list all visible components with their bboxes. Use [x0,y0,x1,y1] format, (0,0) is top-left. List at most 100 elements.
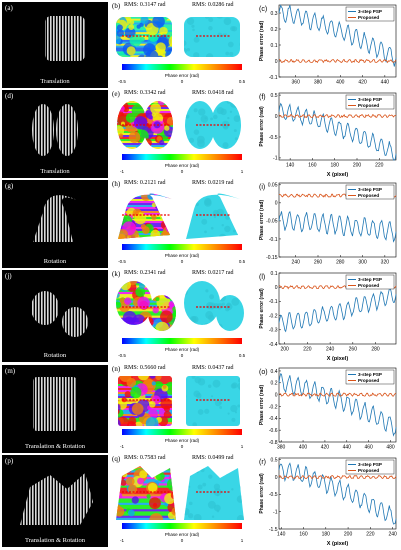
psp-series-line [278,4,397,67]
x-tick-label: 260 [349,347,358,353]
colorbar-tick: -0.5 [118,353,126,358]
psp-series-line [278,462,397,525]
error-line-chart: (i) 0.05 0 -0.05 -0.1 -0.15 240 260 280 300 320 Pha… [259,183,397,266]
legend-proposed-label: Proposed [358,378,379,383]
phase-map-panel: (e) RMS: 0.3342 rad RMS: 0.0418 rad Phase e… [112,90,252,178]
psp-series-line [278,102,397,161]
x-tick-label: 200 [353,163,362,169]
phase-map-svg: Phase error (rad) -1 0 1 [116,466,244,543]
x-tick-label: 280 [336,260,345,266]
legend-proposed-label: Proposed [358,15,379,20]
colorbar-tick: -0.5 [118,259,126,264]
colorbar-title: Phase error (rad) [165,253,200,258]
photo-panel: (d) Translation [2,90,108,178]
y-tick-label: -1 [273,509,278,515]
x-tick-label: 240 [388,532,397,538]
phase-panel-label: (n) [112,365,121,373]
x-tick-label: 360 [292,80,301,86]
photo-caption: Rotation [43,352,67,359]
y-tick-label: 0.05 [268,183,278,189]
rms-proposed-text: RMS: 0.0286 rad [192,2,234,8]
x-tick-label: 160 [299,532,308,538]
x-tick-label: 260 [314,260,323,266]
phase-panel-label: (q) [112,455,121,463]
y-tick-label: -0.6 [269,428,278,434]
x-tick-label: 440 [343,445,352,451]
y-tick-label: -0.2 [269,404,278,410]
photo-panel: (g) Rotation [2,180,108,268]
colorbar [122,154,242,160]
y-tick-label: -0.5 [269,135,278,141]
y-tick-label: -0.05 [266,219,278,225]
x-tick-label: 280 [371,347,380,353]
x-tick-label: 380 [314,80,323,86]
colorbar-tick: 1 [241,169,244,174]
phase-map-panel: (q) RMS: 0.7583 rad RMS: 0.0499 rad Phase e… [112,455,252,547]
colorbar [122,244,242,250]
psp-series-line [278,210,397,243]
phase-map-panel: (b) RMS: 0.3147 rad RMS: 0.0286 rad Phase e… [112,2,252,88]
colorbar-tick: -0.5 [118,79,126,84]
y-axis-label: Phase error (rad) [259,473,265,514]
proposed-series-line [278,58,397,64]
photo-caption: Translation & Rotation [24,443,86,450]
photo-panel-label: (m) [5,367,16,375]
x-axis-label: X (pixel) [327,356,349,362]
legend-psp-label: 3-step PSP [358,277,382,282]
x-tick-label: 220 [375,163,384,169]
legend-psp-label: 3-step PSP [358,187,382,192]
y-tick-label: 0 [275,285,278,291]
y-tick-label: -0.8 [269,440,278,446]
y-tick-label: -0.15 [266,255,278,261]
photo-caption: Translation & Rotation [24,537,86,544]
photo-panel: (m) Translation & Rotation [2,365,108,453]
x-tick-label: 300 [358,260,367,266]
x-tick-label: 400 [336,80,345,86]
colorbar-tick: 0 [181,259,184,264]
photo-panel-label: (j) [5,272,12,280]
y-tick-label: 0.1 [271,43,278,49]
colorbar-tick: 0.5 [239,353,246,358]
rms-proposed-text: RMS: 0.0217 rad [192,270,234,276]
y-tick-label: 0.4 [271,369,278,375]
chart-panel-label: (i) [259,184,265,191]
y-tick-label: 0 [275,114,278,120]
y-tick-label: 0.5 [271,93,278,99]
photo-panel: (j) Rotation [2,270,108,362]
object-photo-icon [45,16,85,61]
colorbar-tick: 1 [241,538,244,543]
colorbar-tick: -1 [120,169,124,174]
x-tick-label: 240 [326,347,335,353]
phase-panel-label: (h) [112,180,121,188]
error-line-chart: (f) 0.5 0 -0.5 -1 140 160 180 200 220 Phase error … [259,92,397,178]
y-tick-label: -0.5 [269,492,278,498]
y-tick-label: 0.2 [271,27,278,33]
colorbar-tick: 0.5 [239,259,246,264]
colorbar [122,338,242,344]
x-tick-label: 220 [303,347,312,353]
proposed-series-line [279,392,397,397]
colorbar [122,523,242,529]
chart-panel-label: (r) [259,459,266,466]
phase-map-svg: Phase error (rad) -1 0 1 [117,101,244,174]
chart-panel-label: (o) [259,369,268,376]
x-tick-label: 480 [386,445,395,451]
x-tick-label: 420 [358,80,367,86]
rms-proposed-text: RMS: 0.0437 rad [192,365,234,371]
rms-psp-text: RMS: 0.5660 rad [124,365,166,371]
x-tick-label: 160 [308,163,317,169]
legend-psp-label: 3-step PSP [358,372,382,377]
rms-proposed-text: RMS: 0.0219 rad [192,180,234,186]
phase-panel-label: (b) [112,2,121,10]
colorbar-tick: 0 [181,353,184,358]
phase-panel-label: (k) [112,270,121,278]
phase-map-svg: Phase error (rad) -0.5 0 0.5 [116,281,246,358]
legend [345,274,395,290]
x-tick-label: 380 [277,445,286,451]
legend [345,94,395,110]
colorbar-title: Phase error (rad) [165,532,200,537]
colorbar-title: Phase error (rad) [165,73,200,78]
legend-psp-label: 3-step PSP [358,97,382,102]
colorbar-tick: 0 [181,538,184,543]
object-photo-icon [33,377,76,431]
